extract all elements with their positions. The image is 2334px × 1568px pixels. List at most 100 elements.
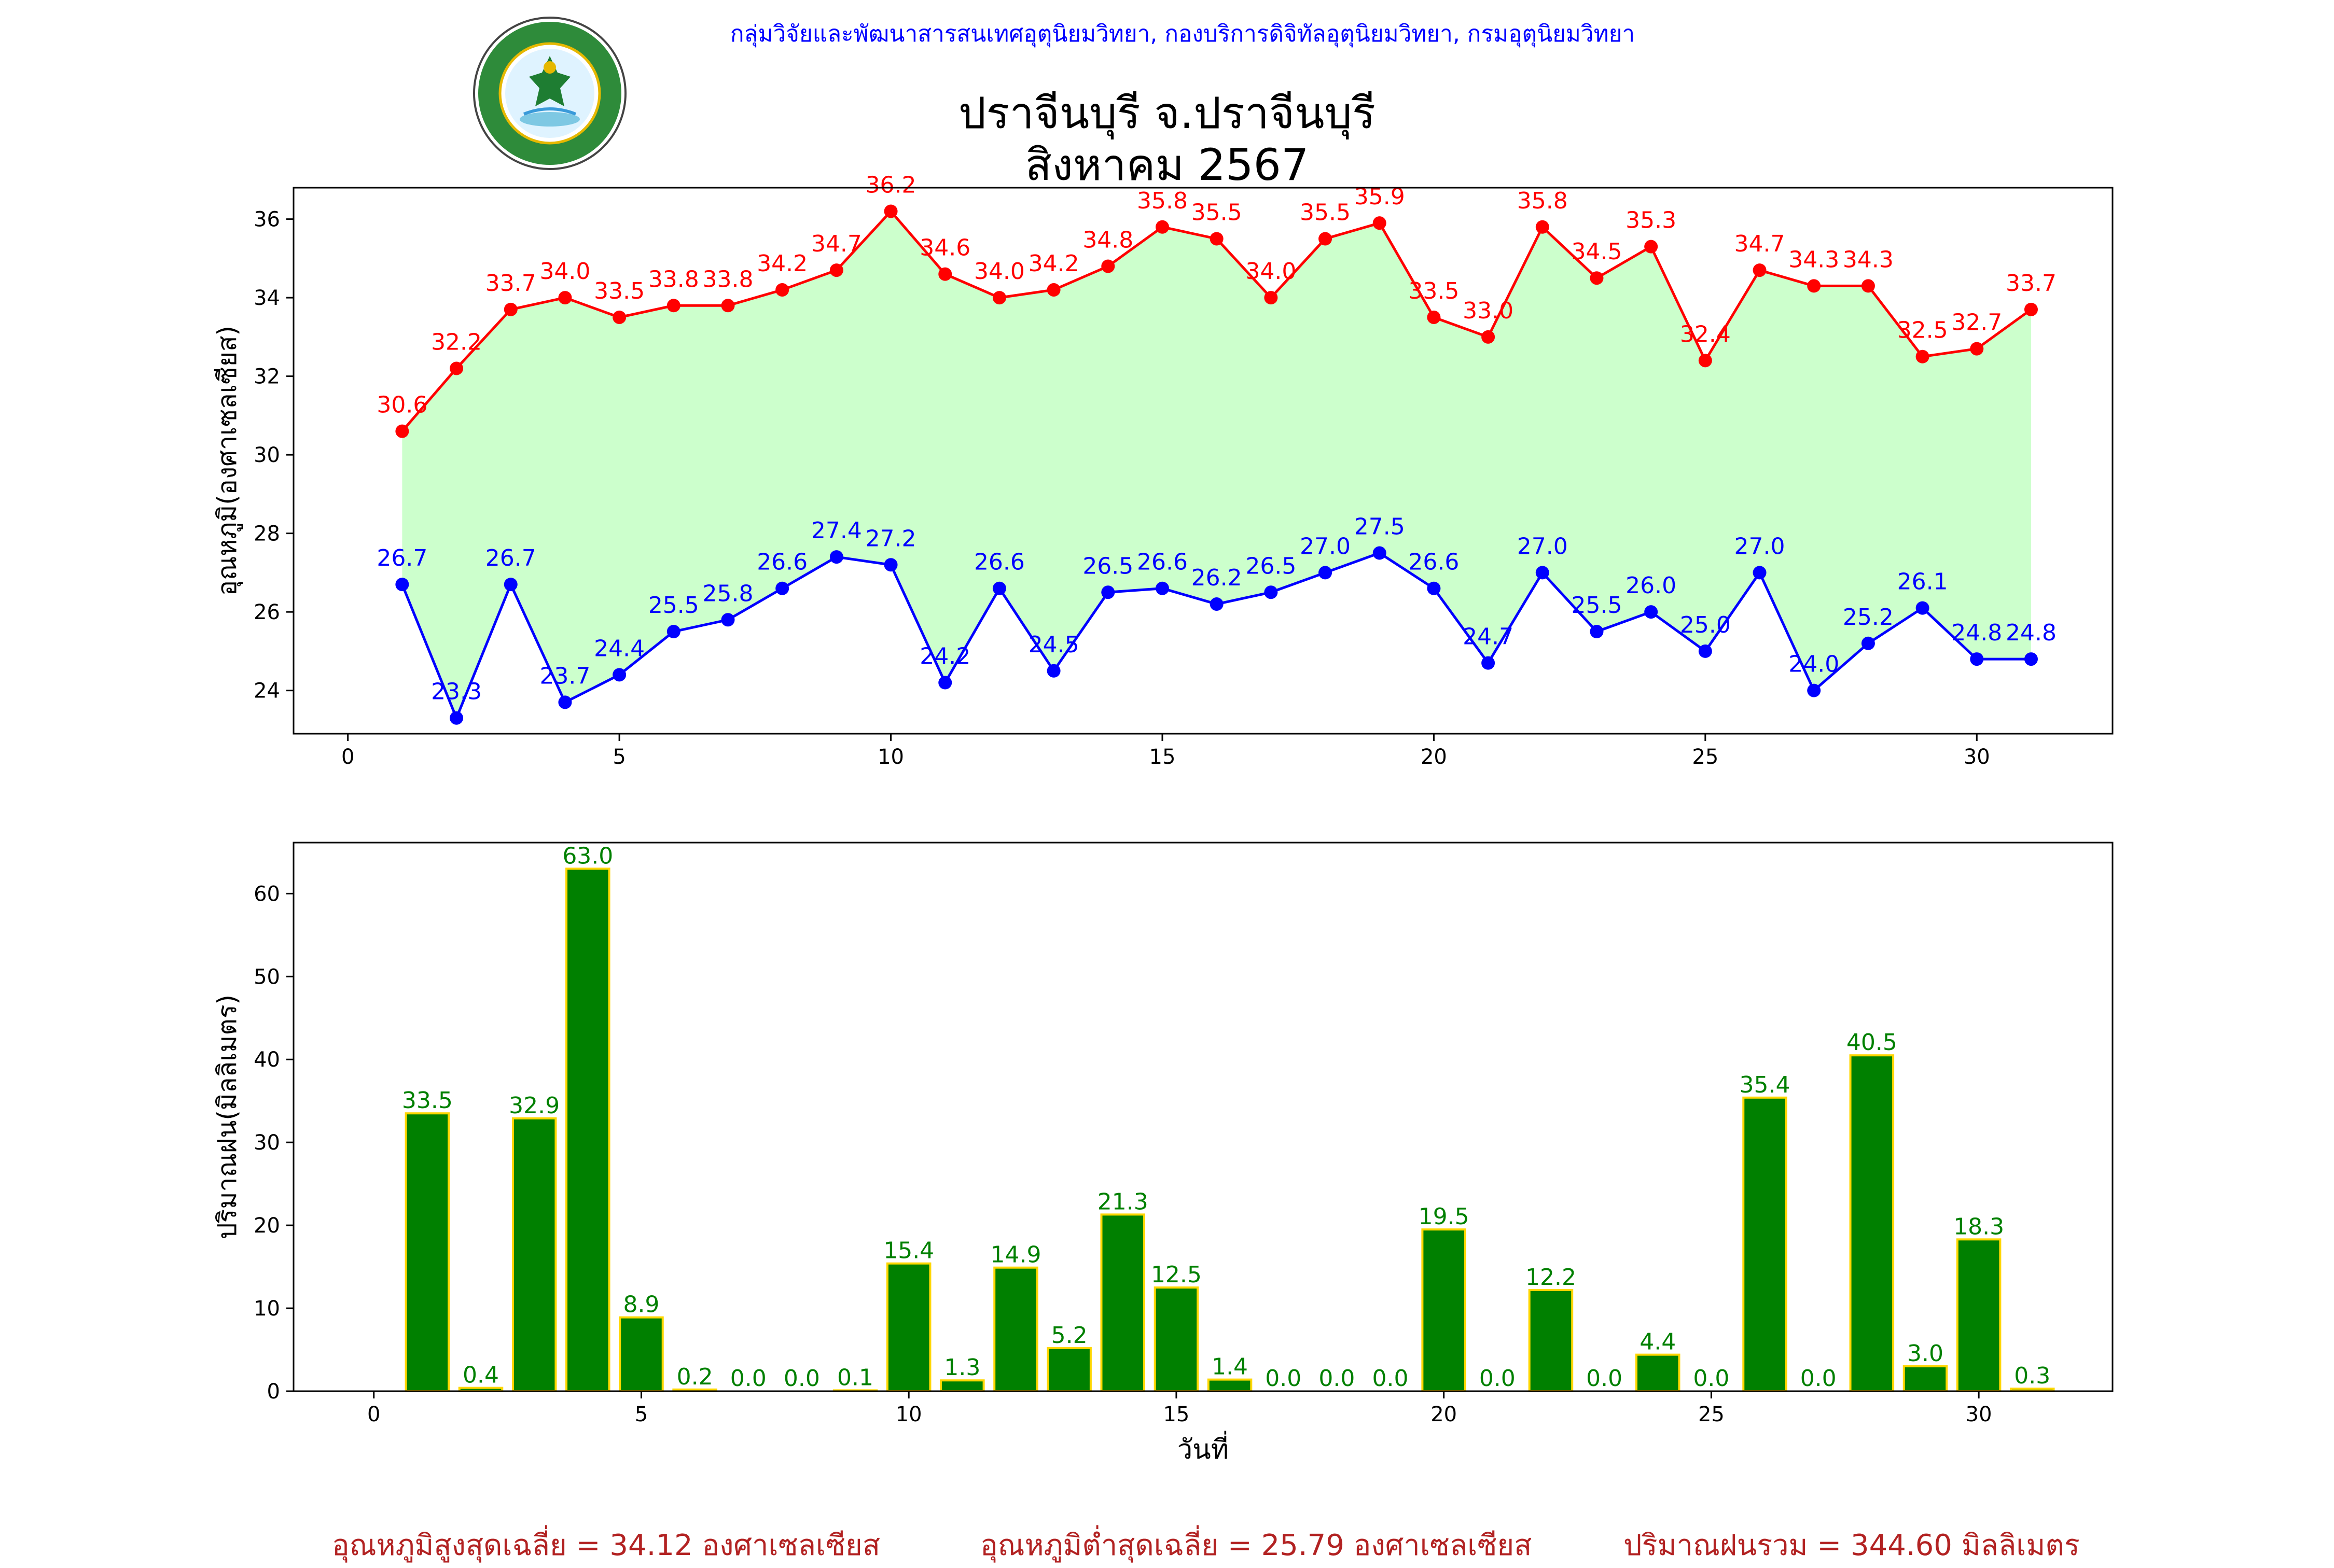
temp-ytick-label: 32 (254, 365, 280, 389)
rain-xtick-label: 0 (367, 1403, 380, 1426)
max-temp-data-label: 33.0 (1463, 298, 1513, 324)
max-temp-point (395, 424, 409, 438)
rain-data-label: 12.5 (1151, 1262, 1202, 1288)
rain-ytick-label: 60 (254, 882, 280, 906)
rain-bar (1528, 1289, 1574, 1392)
rain-data-label: 21.3 (1097, 1188, 1148, 1215)
rain-data-label: 0.0 (784, 1365, 820, 1392)
min-temp-point (829, 550, 843, 564)
min-temp-point (395, 578, 409, 592)
max-temp-point (1372, 216, 1386, 230)
max-temp-point (1807, 279, 1821, 293)
max-temp-data-label: 32.7 (1951, 310, 2002, 336)
min-temp-data-label: 25.2 (1843, 604, 1894, 631)
temp-xtick-label: 10 (878, 745, 904, 769)
rain-data-label: 63.0 (562, 843, 613, 869)
max-temp-data-label: 34.2 (757, 250, 808, 277)
rain-data-label: 0.0 (1479, 1365, 1516, 1392)
rain-data-label: 18.3 (1953, 1213, 2004, 1240)
min-temp-point (884, 558, 898, 572)
rain-data-label: 4.4 (1640, 1329, 1676, 1355)
min-temp-data-label: 25.5 (1571, 592, 1622, 619)
temp-ytick-label: 26 (254, 600, 280, 624)
rain-bar (1742, 1096, 1787, 1392)
min-temp-point (1535, 566, 1549, 580)
max-temp-data-label: 32.4 (1680, 321, 1731, 347)
rain-xtick-label: 30 (1966, 1403, 1992, 1426)
rain-data-label: 0.2 (677, 1364, 713, 1390)
max-temp-point (558, 291, 572, 305)
max-temp-data-label: 34.7 (1734, 231, 1785, 257)
min-temp-data-label: 25.5 (648, 592, 699, 619)
max-temp-point (504, 302, 518, 316)
min-temp-point (1590, 625, 1604, 639)
rain-data-label: 0.0 (1586, 1365, 1622, 1392)
rain-ylabel: ปริมาณฝน(มิลลิเมตร) (212, 995, 242, 1239)
max-temp-data-label: 35.5 (1300, 199, 1351, 226)
min-temp-data-label: 26.1 (1897, 569, 1948, 595)
max-temp-data-label: 33.5 (594, 278, 645, 304)
rain-data-label: 1.3 (944, 1354, 980, 1381)
min-temp-data-label: 26.0 (1626, 572, 1676, 599)
min-temp-data-label: 24.8 (1951, 620, 2002, 646)
min-temp-data-label: 27.2 (866, 525, 916, 552)
rain-ytick-label: 10 (254, 1297, 280, 1321)
min-temp-point (721, 613, 735, 627)
rain-bar (405, 1112, 450, 1393)
max-temp-point (992, 291, 1006, 305)
rain-data-label: 0.0 (1318, 1365, 1355, 1392)
min-temp-data-label: 26.7 (377, 545, 427, 571)
max-temp-data-label: 34.0 (539, 258, 590, 285)
max-temp-point (613, 310, 627, 324)
rain-xtick-label: 10 (896, 1403, 922, 1426)
min-temp-data-label: 25.0 (1680, 612, 1731, 638)
rain-xtick-label: 25 (1698, 1403, 1725, 1426)
rain-bar (1902, 1365, 1948, 1392)
min-temp-data-label: 27.0 (1300, 533, 1351, 559)
rain-ytick-label: 30 (254, 1131, 280, 1155)
max-temp-data-label: 35.8 (1137, 188, 1188, 214)
max-temp-data-label: 32.2 (431, 329, 482, 355)
min-temp-point (1861, 636, 1875, 650)
min-temp-data-label: 24.8 (2006, 620, 2057, 646)
min-temp-point (1155, 581, 1169, 595)
min-temp-data-label: 26.6 (1137, 549, 1188, 576)
max-temp-data-label: 35.8 (1517, 188, 1568, 214)
max-temp-point (1644, 240, 1658, 254)
min-temp-data-label: 26.5 (1245, 553, 1296, 579)
min-temp-data-label: 23.7 (539, 663, 590, 689)
min-temp-point (450, 711, 464, 725)
min-temp-data-label: 25.8 (703, 580, 754, 607)
max-temp-point (450, 361, 464, 375)
temp-ytick-label: 28 (254, 522, 280, 546)
min-temp-point (613, 668, 627, 682)
min-temp-point (1915, 601, 1929, 615)
min-temp-point (775, 581, 789, 595)
max-temp-data-label: 34.8 (1082, 227, 1133, 254)
rain-data-label: 1.4 (1212, 1354, 1248, 1380)
rain-data-label: 14.9 (991, 1242, 1041, 1268)
rain-bar (619, 1316, 664, 1392)
min-temp-point (1807, 683, 1821, 697)
min-temp-point (1047, 664, 1061, 678)
min-temp-data-label: 27.0 (1734, 533, 1785, 559)
max-temp-data-label: 33.7 (2006, 270, 2057, 297)
max-temp-point (1915, 349, 1929, 363)
min-temp-point (1970, 652, 1984, 666)
max-temp-data-label: 35.5 (1191, 199, 1242, 226)
min-temp-data-label: 26.7 (485, 545, 536, 571)
station-title: ปราจีนบุรี จ.ปราจีนบุรี (958, 88, 1376, 138)
max-temp-point (666, 299, 680, 313)
rain-data-label: 40.5 (1846, 1029, 1897, 1056)
temp-ytick-label: 36 (254, 208, 280, 232)
min-temp-data-label: 24.5 (1029, 632, 1079, 658)
max-temp-point (1481, 330, 1495, 344)
max-temp-data-label: 35.3 (1626, 207, 1676, 234)
max-temp-point (2024, 302, 2038, 316)
rain-data-label: 33.5 (402, 1087, 453, 1114)
rain-data-label: 8.9 (623, 1292, 659, 1318)
temp-ytick-label: 30 (254, 443, 280, 467)
rain-ytick-label: 0 (267, 1380, 280, 1404)
